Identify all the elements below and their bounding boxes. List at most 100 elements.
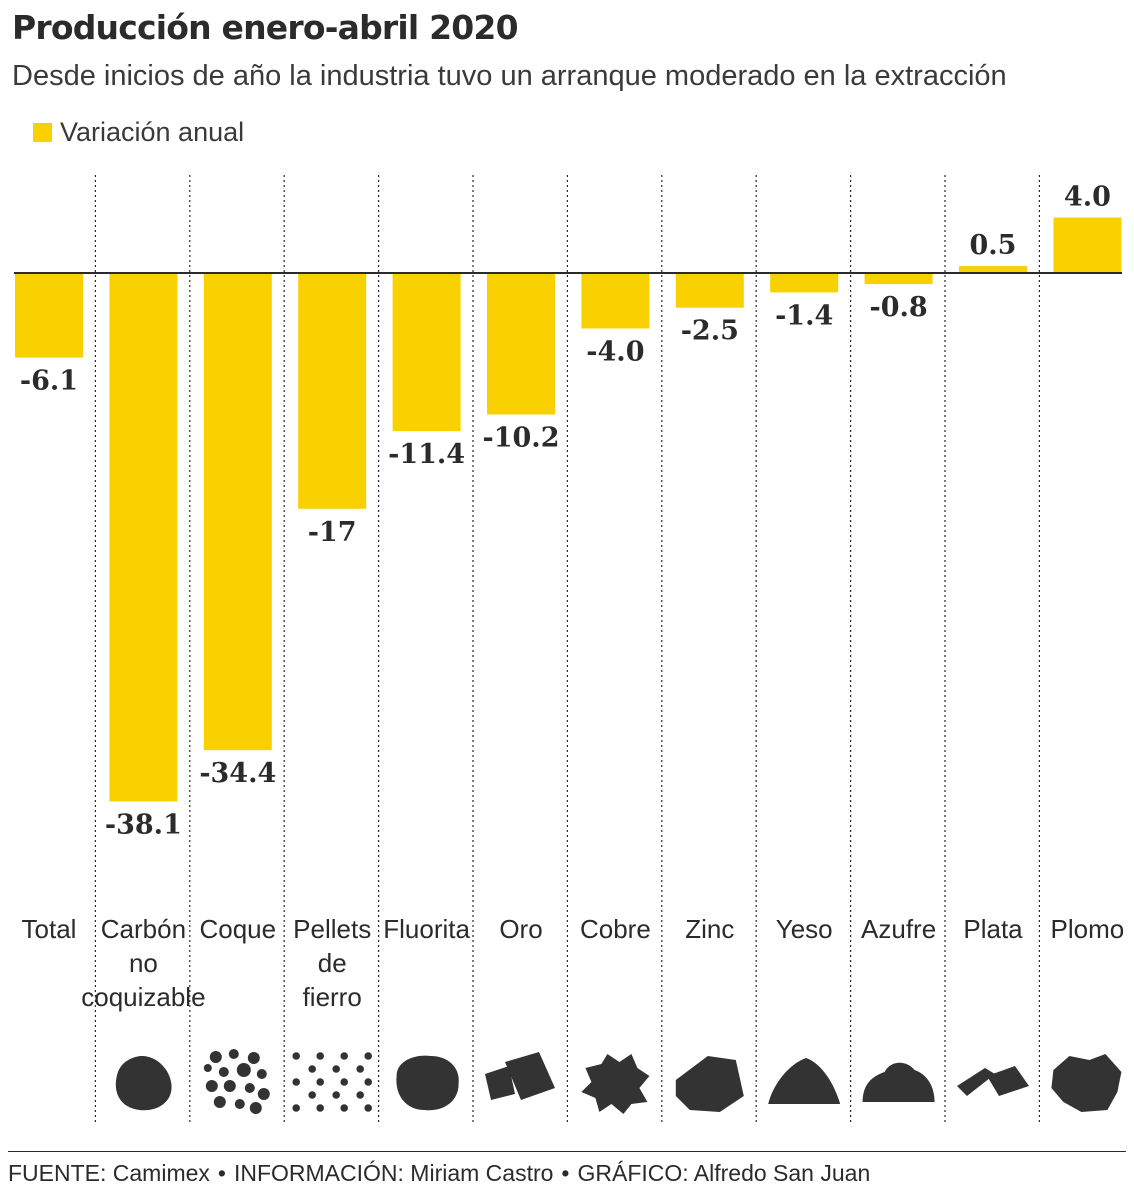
icon-piece: [244, 1083, 255, 1093]
category-label: Plomo: [1051, 914, 1125, 944]
bar: [675, 273, 744, 308]
footer: FUENTE: Camimex • INFORMACIÓN: Miriam Cast…: [8, 1160, 870, 1187]
category-label-line: Plomo: [1051, 914, 1125, 944]
bar: [203, 273, 272, 751]
icon-pellet: [308, 1065, 316, 1073]
icon-pellet: [316, 1078, 324, 1086]
category-label: Zinc: [685, 914, 734, 944]
value-label: -2.5: [681, 316, 739, 347]
category-label: Oro: [499, 914, 542, 944]
category-label-line: no: [129, 948, 158, 978]
category-label-line: coquizable: [81, 982, 205, 1012]
footer-separator: •: [217, 1160, 226, 1186]
icon-piece: [236, 1063, 251, 1077]
value-label: -17: [308, 517, 357, 548]
footer-info: INFORMACIÓN: Miriam Castro: [233, 1160, 554, 1186]
category-label-line: Total: [22, 914, 77, 944]
category-label-line: Zinc: [685, 914, 734, 944]
bar: [109, 273, 178, 802]
zinc-rock-icon: [675, 1056, 744, 1112]
category-label-line: Coque: [199, 914, 276, 944]
category-label-line: fierro: [303, 982, 362, 1012]
icon-piece: [213, 1096, 226, 1108]
category-label-line: Cobre: [580, 914, 651, 944]
legend: Variación anual: [33, 116, 244, 148]
coal-lump-icon: [115, 1055, 172, 1111]
value-label: -6.1: [20, 366, 78, 397]
value-label: -0.8: [870, 292, 928, 323]
icon-pellet: [364, 1052, 372, 1060]
category-label: Yeso: [776, 914, 833, 944]
footer-graphic: GRÁFICO: Alfredo San Juan: [577, 1160, 871, 1186]
icon-bar: [987, 1066, 1029, 1096]
value-label: -4.0: [586, 336, 644, 367]
icon-pellet: [292, 1104, 300, 1112]
bar: [959, 266, 1027, 273]
icon-piece: [203, 1064, 212, 1072]
category-label: Carbón no coquizable: [81, 914, 205, 1012]
copper-ore-icon: [581, 1054, 650, 1114]
icon-piece: [209, 1051, 222, 1063]
bar: [864, 273, 933, 285]
bar: [298, 273, 367, 509]
category-label: Coque: [199, 914, 276, 944]
value-label: -38.1: [105, 809, 182, 840]
icon-shape: [115, 1055, 172, 1111]
icon-shape: [581, 1054, 650, 1114]
bar: [770, 273, 839, 293]
category-label-line: Azufre: [861, 914, 936, 944]
icon-piece: [218, 1067, 229, 1077]
category-label-line: Plata: [963, 914, 1023, 944]
icon-pellet: [356, 1065, 364, 1073]
fluorite-rock-icon: [396, 1055, 459, 1111]
value-label: 0.5: [970, 230, 1017, 261]
icon-pellet: [364, 1078, 372, 1086]
icon-shape: [1051, 1054, 1122, 1112]
icon-pellet: [364, 1104, 372, 1112]
icon-piece: [205, 1080, 218, 1092]
value-label: -11.4: [388, 439, 465, 470]
chart-title: Producción enero-abril 2020: [12, 8, 519, 47]
bar: [1053, 217, 1122, 273]
bar: [15, 273, 83, 358]
icon-piece: [223, 1080, 236, 1092]
icon-piece: [257, 1088, 270, 1100]
footer-source: FUENTE: Camimex: [8, 1160, 210, 1186]
category-label-line: Fluorita: [383, 914, 470, 944]
bar: [581, 273, 650, 329]
coke-pieces-icon: [203, 1049, 270, 1114]
value-label: -1.4: [775, 300, 833, 331]
gypsum-powder-icon: [768, 1058, 841, 1104]
icon-shape: [396, 1055, 459, 1111]
category-label: Pellets de fierro: [293, 914, 371, 1012]
icon-pellet: [292, 1052, 300, 1060]
category-label: Total: [22, 914, 77, 944]
footer-divider: [8, 1151, 1126, 1152]
icon-piece: [247, 1052, 260, 1064]
icon-pellet: [340, 1078, 348, 1086]
icon-piece: [256, 1069, 267, 1079]
legend-label: Variación anual: [60, 116, 245, 147]
icon-shape: [675, 1056, 744, 1112]
category-label-line: de: [318, 948, 347, 978]
value-label: -10.2: [483, 422, 560, 453]
silver-bars-icon: [957, 1066, 1029, 1096]
bar: [392, 273, 461, 432]
value-label: -34.4: [199, 758, 276, 789]
category-label-line: Carbón: [101, 914, 186, 944]
icon-pellet: [308, 1091, 316, 1099]
icon-pellet: [340, 1104, 348, 1112]
icon-pellet: [356, 1091, 364, 1099]
iron-pellets-icon: [292, 1052, 372, 1112]
category-label-line: Yeso: [776, 914, 833, 944]
icon-pellet: [292, 1078, 300, 1086]
lead-ore-icon: [1051, 1054, 1122, 1112]
icon-piece: [234, 1099, 245, 1109]
icon-pellet: [332, 1065, 340, 1073]
icon-shape: [862, 1062, 935, 1102]
category-label-line: Oro: [499, 914, 542, 944]
gold-bars-icon: [485, 1052, 555, 1100]
legend-swatch: [33, 122, 52, 142]
category-label: Cobre: [580, 914, 651, 944]
chart-subtitle: Desde inicios de año la industria tuvo u…: [12, 60, 1007, 92]
